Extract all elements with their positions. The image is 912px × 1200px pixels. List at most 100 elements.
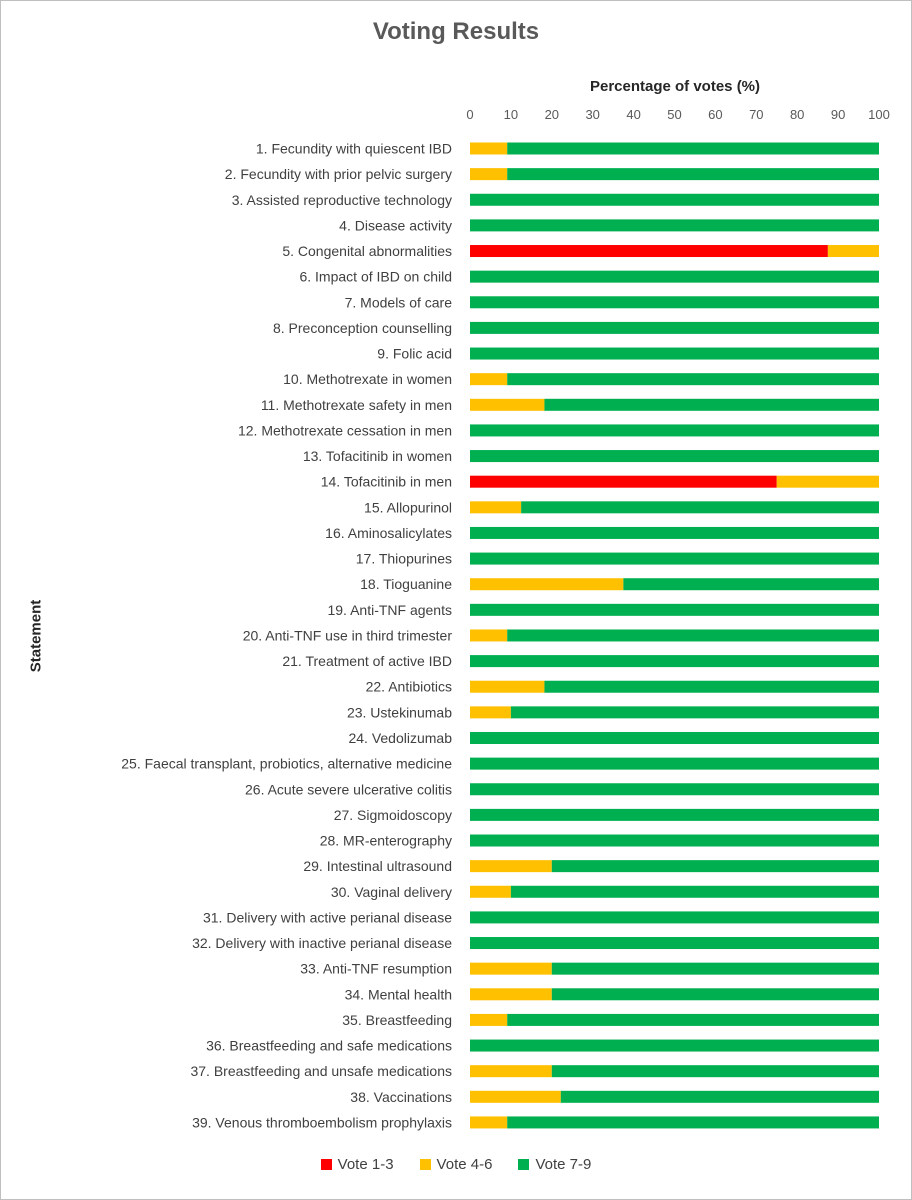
bar-vote-7-9-row-4 [470,219,879,232]
bar-vote-4-6-row-10 [470,373,508,386]
x-tick-label-0: 0 [466,107,473,122]
y-category-label: 17. Thiopurines [356,551,452,567]
y-category-label: 23. Ustekinumab [347,704,452,720]
bar-vote-4-6-row-1 [470,142,508,155]
y-category-label: 18. Tioguanine [360,576,452,592]
y-category-label: 13. Tofacitinib in women [303,448,452,464]
legend-swatch-vote-1-3 [320,1159,332,1170]
bar-vote-7-9-row-13 [470,450,879,463]
bar-vote-4-6-row-35 [470,1013,508,1026]
x-tick-label-50: 50 [667,107,681,122]
bar-vote-7-9-row-34 [551,988,879,1001]
bar-vote-4-6-row-23 [470,706,511,719]
x-tick-label-20: 20 [545,107,559,122]
bar-vote-4-6-row-11 [470,398,545,411]
legend-swatch-vote-7-9 [518,1159,530,1170]
bar-vote-7-9-row-15 [521,501,879,514]
bar-vote-7-9-row-6 [470,270,879,283]
y-category-label: 15. Allopurinol [364,499,452,515]
y-category-label: 4. Disease activity [339,217,452,233]
y-category-label: 14. Tofacitinib in men [321,474,452,490]
legend-swatch-vote-4-6 [419,1159,431,1170]
bar-vote-7-9-row-25 [470,757,879,770]
bar-vote-1-3-row-14 [470,475,777,488]
bar-vote-7-9-row-20 [507,629,879,642]
bar-vote-7-9-row-12 [470,424,879,437]
y-category-label: 8. Preconception counselling [273,320,452,336]
y-category-label: 24. Vedolizumab [348,730,452,746]
bar-vote-7-9-row-7 [470,296,879,309]
y-category-label: 25. Faecal transplant, probiotics, alter… [121,756,452,772]
bar-vote-7-9-row-26 [470,783,879,796]
y-category-label: 35. Breastfeeding [342,1012,452,1028]
x-tick-label-10: 10 [504,107,518,122]
bar-vote-7-9-row-31 [470,911,879,924]
x-tick-label-90: 90 [831,107,845,122]
bar-vote-7-9-row-39 [507,1116,879,1129]
bar-vote-7-9-row-18 [623,578,879,591]
y-category-label: 11. Methotrexate safety in men [261,397,452,413]
bar-vote-4-6-row-29 [470,860,552,873]
y-category-label: 33. Anti-TNF resumption [300,961,452,977]
bar-vote-7-9-row-11 [544,398,879,411]
y-category-label: 38. Vaccinations [350,1089,452,1105]
bar-vote-4-6-row-18 [470,578,624,591]
chart-title: Voting Results [372,18,540,45]
bar-vote-7-9-row-37 [551,1065,879,1078]
bar-vote-4-6-row-15 [470,501,522,514]
y-category-label: 7. Models of care [345,294,453,310]
bar-vote-4-6-row-30 [470,885,511,898]
x-axis-title: Percentage of votes (%) [589,78,761,95]
bar-vote-7-9-row-1 [507,142,879,155]
bar-vote-7-9-row-16 [470,526,879,539]
y-category-label: 2. Fecundity with prior pelvic surgery [225,166,452,182]
bar-vote-4-6-row-33 [470,962,552,975]
bar-vote-4-6-row-39 [470,1116,508,1129]
y-category-label: 39. Venous thromboembolism prophylaxis [192,1114,452,1130]
y-category-label: 31. Delivery with active perianal diseas… [203,909,452,925]
y-category-label: 32. Delivery with inactive perianal dise… [192,935,452,951]
bar-vote-7-9-row-27 [470,808,879,821]
bar-vote-7-9-row-35 [507,1013,879,1026]
y-category-label: 16. Aminosalicylates [325,525,452,541]
bar-vote-4-6-row-34 [470,988,552,1001]
bar-vote-7-9-row-2 [507,168,879,181]
bar-vote-7-9-row-38 [560,1090,879,1103]
bar-vote-7-9-row-21 [470,655,879,668]
bar-vote-7-9-row-8 [470,321,879,334]
bar-vote-7-9-row-3 [470,193,879,206]
bar-vote-7-9-row-28 [470,834,879,847]
y-category-label: 5. Congenital abnormalities [282,243,452,259]
bar-vote-4-6-row-37 [470,1065,552,1078]
y-category-label: 3. Assisted reproductive technology [232,192,452,208]
bar-vote-7-9-row-17 [470,552,879,565]
x-tick-label-80: 80 [790,107,804,122]
bar-vote-7-9-row-32 [470,937,879,950]
y-category-label: 26. Acute severe ulcerative colitis [245,781,452,797]
bar-vote-7-9-row-9 [470,347,879,360]
y-category-label: 21. Treatment of active IBD [282,653,452,669]
y-category-label: 27. Sigmoidoscopy [334,807,452,823]
bar-vote-7-9-row-19 [470,603,879,616]
y-category-label: 20. Anti-TNF use in third trimester [243,627,453,643]
y-category-label: 19. Anti-TNF agents [327,602,452,618]
y-category-label: 36. Breastfeeding and safe medications [206,1038,452,1054]
bar-vote-7-9-row-33 [551,962,879,975]
bar-vote-4-6-row-22 [470,680,545,693]
bar-vote-7-9-row-30 [510,885,879,898]
y-category-label: 1. Fecundity with quiescent IBD [256,141,452,157]
bar-vote-4-6-row-2 [470,168,508,181]
y-category-label: 6. Impact of IBD on child [299,269,452,285]
y-category-label: 29. Intestinal ultrasound [303,858,452,874]
x-tick-label-70: 70 [749,107,763,122]
legend: Vote 1-3 Vote 4-6 Vote 7-9 [0,1156,912,1173]
legend-item-vote-1-3: Vote 1-3 [320,1156,394,1173]
x-tick-label-30: 30 [585,107,599,122]
legend-label-vote-4-6: Vote 4-6 [436,1156,493,1173]
bar-vote-7-9-row-23 [510,706,879,719]
legend-label-vote-1-3: Vote 1-3 [337,1156,394,1173]
x-tick-label-40: 40 [626,107,640,122]
bar-vote-4-6-row-5 [827,245,879,258]
legend-item-vote-4-6: Vote 4-6 [419,1156,493,1173]
